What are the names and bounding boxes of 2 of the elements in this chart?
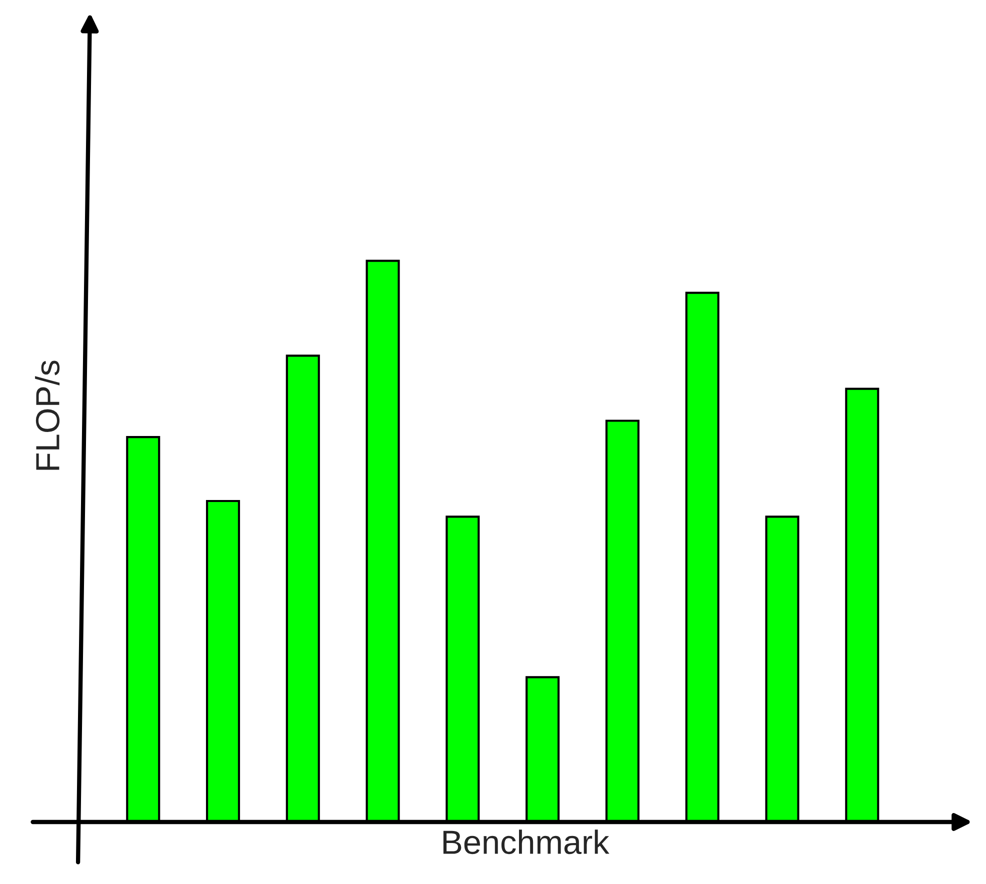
y-axis-title: FLOP/s — [35, 360, 60, 470]
x-axis-title: Benchmark — [443, 830, 610, 854]
